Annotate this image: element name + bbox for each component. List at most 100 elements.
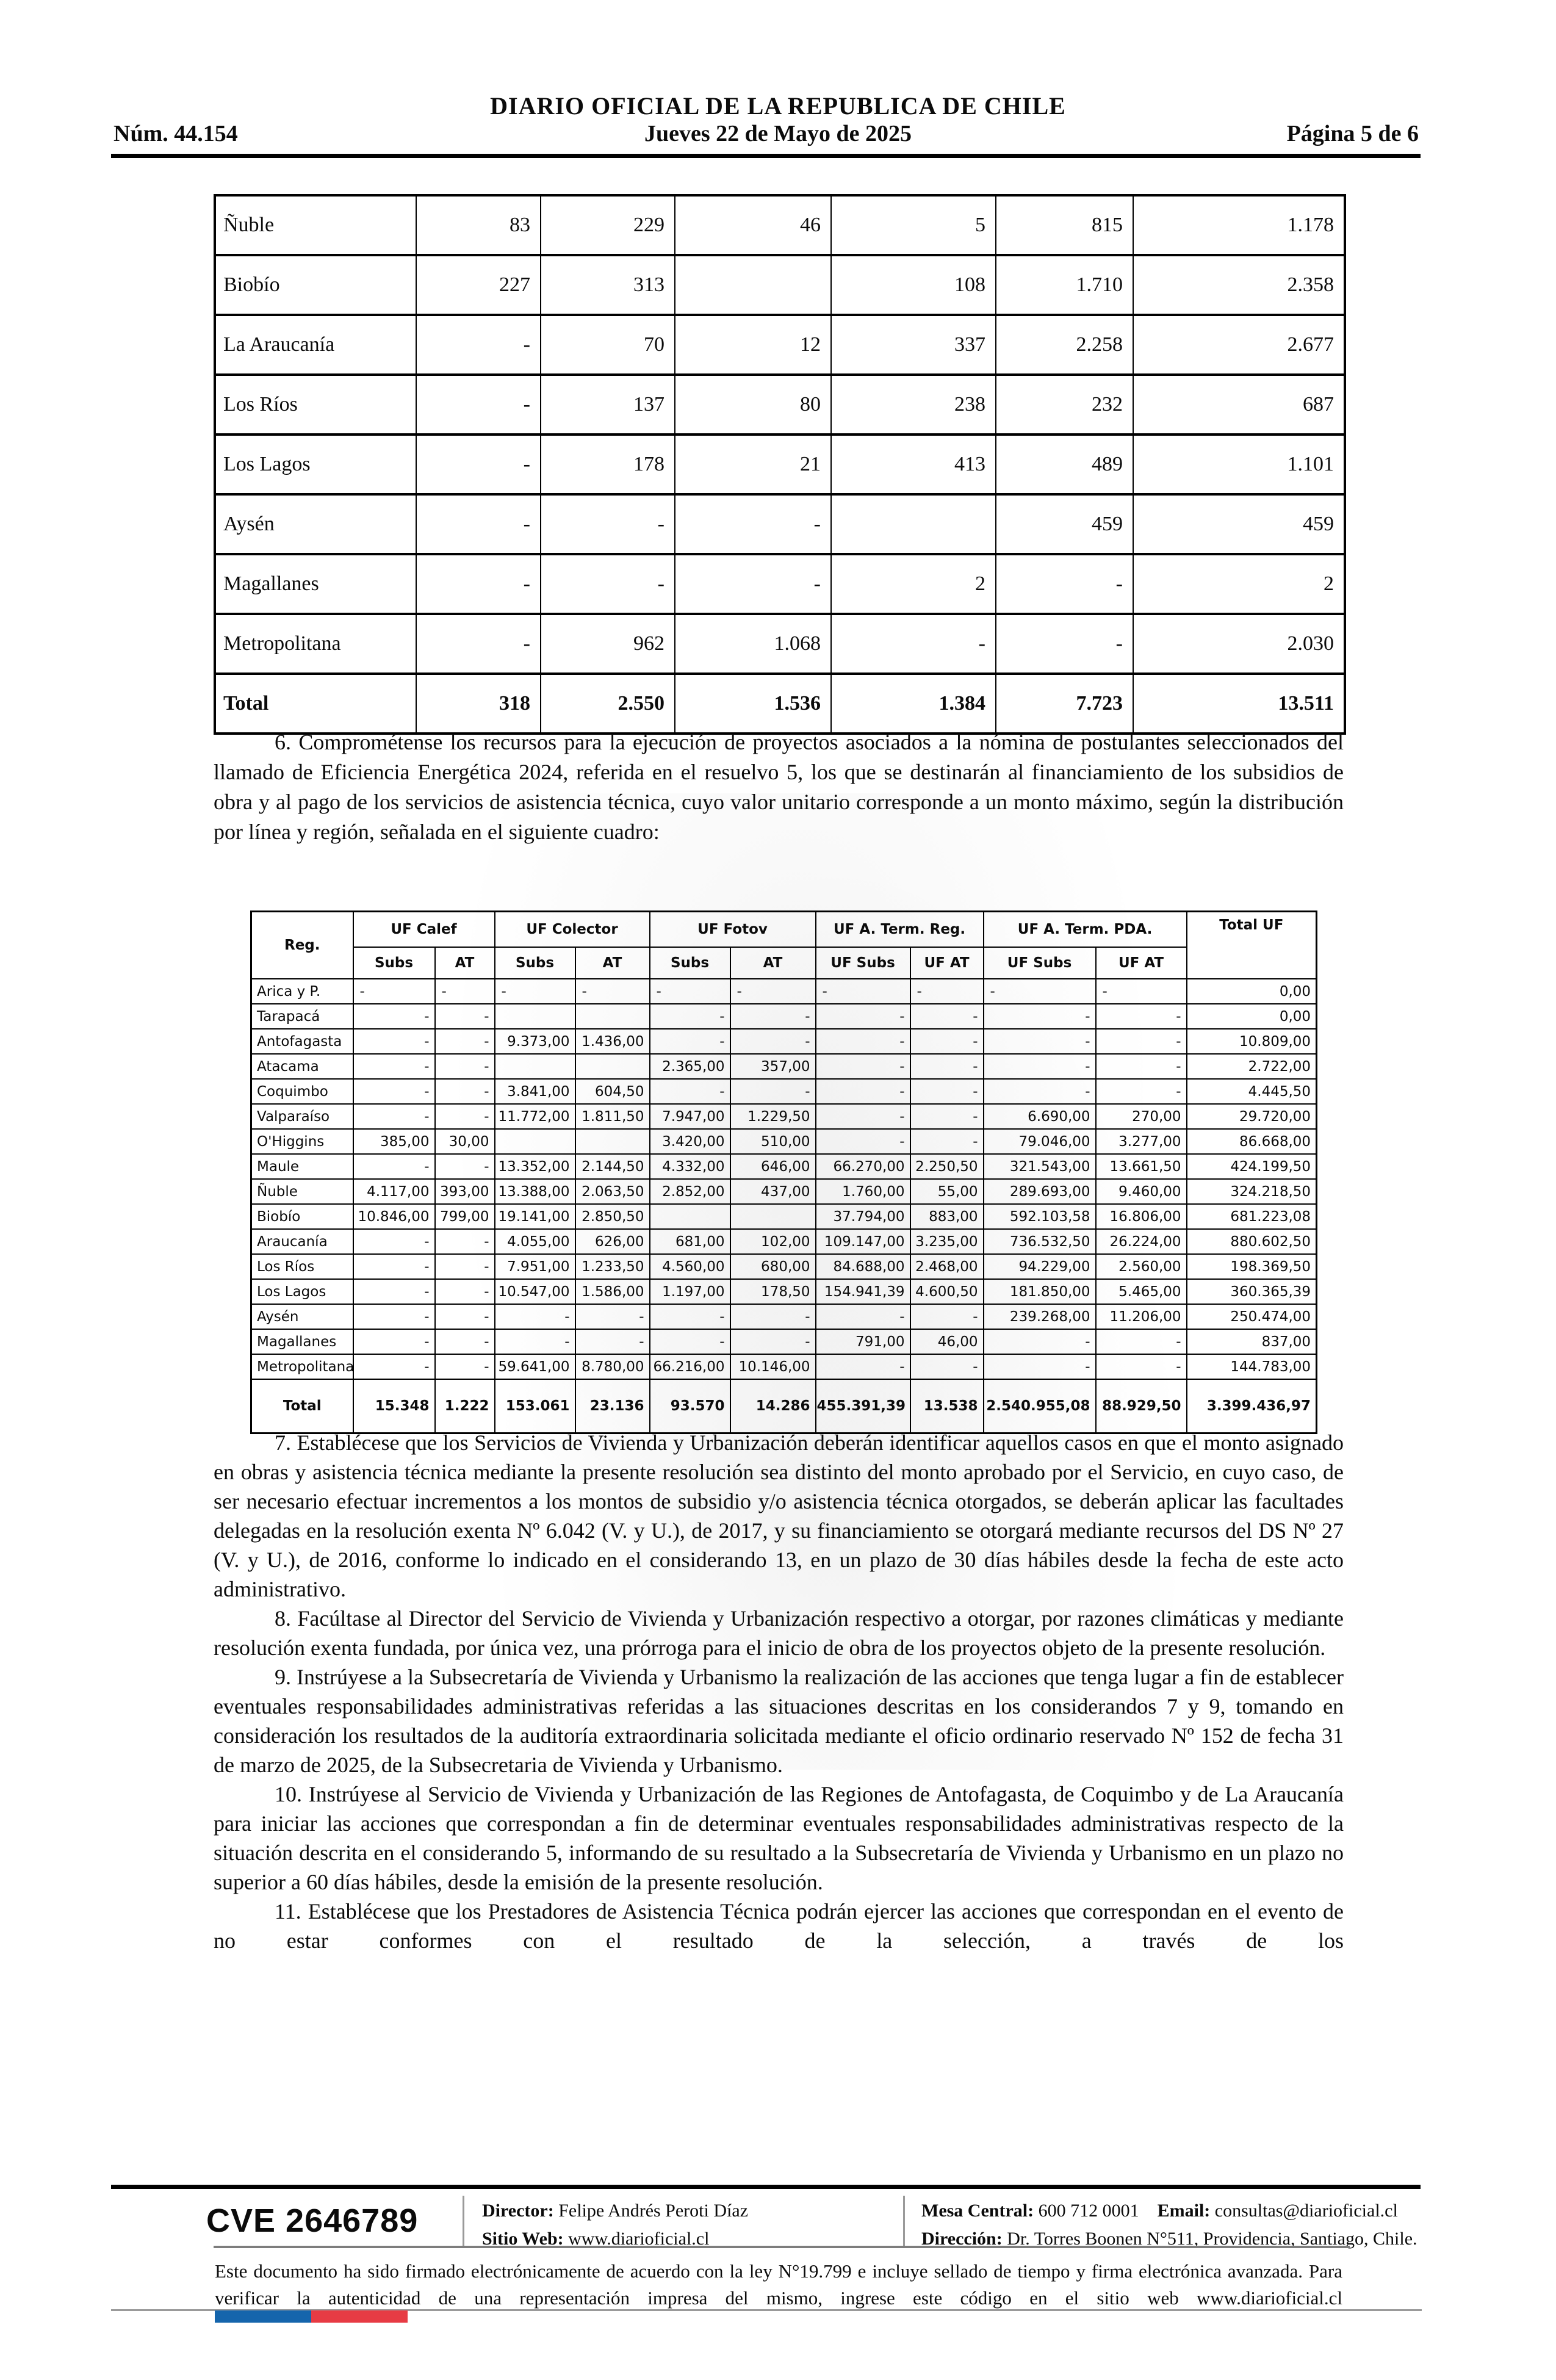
- value-cell: 1.760,00: [815, 1178, 911, 1205]
- value-cell: -: [729, 1304, 816, 1330]
- value-cell: 270,00: [1095, 1103, 1187, 1130]
- value-cell: 239.268,00: [982, 1304, 1097, 1330]
- value-cell: -: [416, 493, 541, 555]
- value-cell: -: [815, 1128, 911, 1155]
- table-row: Los Lagos -178 21 413 489 1.101: [214, 433, 1345, 496]
- value-cell: -: [815, 1304, 911, 1330]
- value-cell: 2.250,50: [909, 1153, 984, 1180]
- value-cell: 437,00: [729, 1178, 816, 1205]
- value-cell: 8.780,00: [574, 1354, 650, 1380]
- value-cell: 7.947,00: [649, 1103, 731, 1130]
- group-header: UF Fotov: [649, 911, 816, 948]
- table-row: Ñuble 83 229 46 5 815 1.178: [214, 194, 1345, 256]
- value-cell: -: [416, 433, 541, 496]
- value-cell: 232: [995, 373, 1134, 436]
- value-cell: 318: [416, 673, 541, 735]
- value-cell: -: [815, 1354, 911, 1380]
- value-cell: 681,00: [649, 1228, 731, 1255]
- value-cell: 2.144,50: [574, 1153, 650, 1180]
- region-cell: Los Ríos: [214, 373, 417, 436]
- region-cell: Aysén: [214, 493, 417, 555]
- value-cell: -: [674, 553, 832, 615]
- value-cell: -: [434, 1329, 495, 1355]
- value-cell: -: [352, 1003, 436, 1030]
- value-cell: -: [649, 1028, 731, 1055]
- table-row: Antofagasta - -9.373,00 1.436,00- - - - - -10.80…: [250, 1028, 1317, 1055]
- value-cell: 0,00: [1186, 1003, 1317, 1030]
- value-cell: -: [352, 1153, 436, 1180]
- footer-divider-2: [903, 2196, 905, 2247]
- value-cell: -: [494, 1304, 576, 1330]
- value-cell: -: [815, 978, 911, 1004]
- table2-body: Arica y P. - - - - - - - - - -0,00 Tarapacá - - - - - - - -…: [250, 978, 1317, 1434]
- value-cell: 2: [1133, 553, 1345, 615]
- direccion-label: Dirección:: [921, 2229, 1003, 2249]
- value-cell: -: [352, 1354, 436, 1380]
- value-cell: 413: [830, 433, 996, 496]
- paragraph: 8. Facúltase al Director del Servicio de…: [214, 1606, 1344, 1660]
- value-cell: 2.063,50: [574, 1178, 650, 1205]
- region-cell: Maule: [250, 1153, 354, 1180]
- sub-header: AT: [434, 947, 495, 979]
- value-cell: -: [1095, 1003, 1187, 1030]
- value-cell: -: [352, 1253, 436, 1280]
- total-value-cell: 1.222: [434, 1379, 495, 1434]
- value-cell: 79.046,00: [982, 1128, 1097, 1155]
- value-cell: 324.218,50: [1186, 1178, 1317, 1205]
- footer-divider-1: [463, 2196, 464, 2247]
- value-cell: -: [1095, 1078, 1187, 1105]
- value-cell: -: [434, 1053, 495, 1080]
- total-label-cell: Total: [250, 1379, 354, 1434]
- table-row: Araucanía - -4.055,00 626,00 681,00 102,00 109…: [250, 1228, 1317, 1255]
- body-paragraphs: 7. Establécese que los Servicios de Vivi…: [214, 1428, 1344, 1955]
- sitio-url: www.diarioficial.cl: [568, 2229, 710, 2249]
- table-row: Aysén - - -459 459: [214, 493, 1345, 555]
- value-cell: [494, 1128, 576, 1155]
- paragraph: 11. Establécese que los Prestadores de A…: [214, 1899, 1344, 1953]
- value-cell: 1.710: [995, 254, 1134, 316]
- value-cell: -: [352, 1228, 436, 1255]
- sub-header: Subs: [352, 947, 436, 979]
- value-cell: 250.474,00: [1186, 1304, 1317, 1330]
- value-cell: 55,00: [909, 1178, 984, 1205]
- director-line: Director: Felipe Andrés Peroti Díaz: [482, 2197, 748, 2225]
- value-cell: -: [1095, 1354, 1187, 1380]
- table-row: Los Ríos -137 80 238 232 687: [214, 373, 1345, 436]
- value-cell: 4.117,00: [352, 1178, 436, 1205]
- value-cell: 424.199,50: [1186, 1153, 1317, 1180]
- table-row: Coquimbo - -3.841,00 604,50- - - - - -4.445,50: [250, 1078, 1317, 1105]
- uf-distribution-table-wrap: Reg. UF Calef UF Colector UF Fotov UF A. Ter…: [250, 911, 1318, 1434]
- value-cell: -: [729, 1028, 816, 1055]
- sub-header: AT: [729, 947, 816, 979]
- value-cell: 4.600,50: [909, 1278, 984, 1305]
- value-cell: -: [909, 978, 984, 1004]
- value-cell: 815: [995, 194, 1134, 256]
- region-cell: Araucanía: [250, 1228, 354, 1255]
- value-cell: 7.951,00: [494, 1253, 576, 1280]
- legal-notice: Este documento ha sido firmado electróni…: [215, 2260, 1342, 2309]
- value-cell: 3.420,00: [649, 1128, 731, 1155]
- table-row: Metropolitana -962 1.068- -2.030: [214, 613, 1345, 675]
- value-cell: 592.103,58: [982, 1203, 1097, 1230]
- value-cell: 393,00: [434, 1178, 495, 1205]
- total-value-cell: 14.286: [729, 1379, 816, 1434]
- value-cell: -: [982, 1329, 1097, 1355]
- value-cell: 4.445,50: [1186, 1078, 1317, 1105]
- value-cell: -: [649, 978, 731, 1004]
- value-cell: 12: [674, 314, 832, 376]
- value-cell: 604,50: [574, 1078, 650, 1105]
- table-row: Valparaíso - -11.772,00 1.811,50 7.947,00 1.2…: [250, 1103, 1317, 1130]
- value-cell: 66.270,00: [815, 1153, 911, 1180]
- value-cell: 2.722,00: [1186, 1053, 1317, 1080]
- paragraph-6: 6. Comprométense los recursos para la ej…: [214, 730, 1344, 844]
- masthead-title: DIARIO OFICIAL DE LA REPUBLICA DE CHILE: [490, 92, 1066, 120]
- value-cell: [649, 1203, 731, 1230]
- value-cell: -: [909, 1053, 984, 1080]
- value-cell: 108: [830, 254, 996, 316]
- value-cell: 2.358: [1133, 254, 1345, 316]
- value-cell: 10.846,00: [352, 1203, 436, 1230]
- value-cell: 962: [540, 613, 675, 675]
- value-cell: 626,00: [574, 1228, 650, 1255]
- value-cell: -: [909, 1003, 984, 1030]
